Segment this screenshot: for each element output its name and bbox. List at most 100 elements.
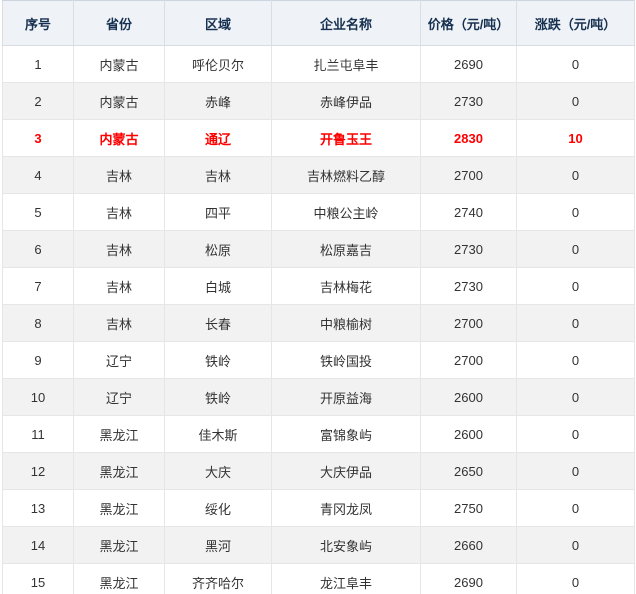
- cell-index: 1: [2, 45, 74, 83]
- cell-index: 6: [2, 230, 74, 268]
- cell-index: 4: [2, 156, 74, 194]
- header-row: 序号 省份 区域 企业名称 价格（元/吨） 涨跌（元/吨）: [2, 0, 635, 46]
- cell-change: 0: [516, 415, 635, 453]
- header-cell-price: 价格（元/吨）: [420, 0, 517, 46]
- cell-price: 2750: [420, 489, 517, 527]
- cell-province: 吉林: [73, 267, 165, 305]
- cell-province: 黑龙江: [73, 489, 165, 527]
- cell-price: 2690: [420, 45, 517, 83]
- cell-index: 12: [2, 452, 74, 490]
- cell-change: 0: [516, 82, 635, 120]
- cell-region: 黑河: [164, 526, 272, 564]
- table-row: 14 黑龙江 黑河 北安象屿 2660 0: [2, 526, 635, 564]
- cell-province: 内蒙古: [73, 119, 165, 157]
- cell-change: 0: [516, 378, 635, 416]
- cell-change: 0: [516, 489, 635, 527]
- table-row: 5 吉林 四平 中粮公主岭 2740 0: [2, 193, 635, 231]
- cell-province: 黑龙江: [73, 415, 165, 453]
- cell-company: 北安象屿: [271, 526, 421, 564]
- cell-province: 辽宁: [73, 341, 165, 379]
- cell-index: 7: [2, 267, 74, 305]
- cell-province: 黑龙江: [73, 452, 165, 490]
- cell-index: 9: [2, 341, 74, 379]
- cell-region: 通辽: [164, 119, 272, 157]
- cell-change: 0: [516, 156, 635, 194]
- cell-province: 黑龙江: [73, 526, 165, 564]
- cell-price: 2730: [420, 230, 517, 268]
- cell-region: 四平: [164, 193, 272, 231]
- cell-company: 吉林燃料乙醇: [271, 156, 421, 194]
- cell-region: 赤峰: [164, 82, 272, 120]
- header-cell-region: 区域: [164, 0, 272, 46]
- cell-price: 2730: [420, 82, 517, 120]
- table-row: 10 辽宁 铁岭 开原益海 2600 0: [2, 378, 635, 416]
- table-row: 11 黑龙江 佳木斯 富锦象屿 2600 0: [2, 415, 635, 453]
- cell-company: 中粮榆树: [271, 304, 421, 342]
- table-row: 4 吉林 吉林 吉林燃料乙醇 2700 0: [2, 156, 635, 194]
- cell-index: 2: [2, 82, 74, 120]
- cell-price: 2730: [420, 267, 517, 305]
- table-row: 12 黑龙江 大庆 大庆伊品 2650 0: [2, 452, 635, 490]
- cell-company: 富锦象屿: [271, 415, 421, 453]
- cell-index: 13: [2, 489, 74, 527]
- cell-change: 0: [516, 526, 635, 564]
- cell-company: 龙江阜丰: [271, 563, 421, 594]
- table-row: 2 内蒙古 赤峰 赤峰伊品 2730 0: [2, 82, 635, 120]
- cell-region: 铁岭: [164, 378, 272, 416]
- cell-province: 吉林: [73, 156, 165, 194]
- cell-province: 内蒙古: [73, 45, 165, 83]
- cell-region: 松原: [164, 230, 272, 268]
- cell-price: 2660: [420, 526, 517, 564]
- table-row: 1 内蒙古 呼伦贝尔 扎兰屯阜丰 2690 0: [2, 45, 635, 83]
- cell-change: 0: [516, 267, 635, 305]
- cell-province: 黑龙江: [73, 563, 165, 594]
- cell-index: 5: [2, 193, 74, 231]
- cell-price: 2700: [420, 341, 517, 379]
- cell-price: 2740: [420, 193, 517, 231]
- table-row: 13 黑龙江 绥化 青冈龙凤 2750 0: [2, 489, 635, 527]
- cell-change: 0: [516, 452, 635, 490]
- cell-region: 呼伦贝尔: [164, 45, 272, 83]
- header-cell-index: 序号: [2, 0, 74, 46]
- cell-region: 齐齐哈尔: [164, 563, 272, 594]
- cell-region: 白城: [164, 267, 272, 305]
- cell-change: 0: [516, 45, 635, 83]
- cell-region: 铁岭: [164, 341, 272, 379]
- table-row: 7 吉林 白城 吉林梅花 2730 0: [2, 267, 635, 305]
- cell-region: 佳木斯: [164, 415, 272, 453]
- cell-price: 2600: [420, 378, 517, 416]
- table-row: 3 内蒙古 通辽 开鲁玉王 2830 10: [2, 119, 635, 157]
- cell-region: 大庆: [164, 452, 272, 490]
- cell-company: 赤峰伊品: [271, 82, 421, 120]
- cell-change: 0: [516, 230, 635, 268]
- cell-company: 开原益海: [271, 378, 421, 416]
- cell-province: 吉林: [73, 304, 165, 342]
- cell-region: 长春: [164, 304, 272, 342]
- cell-change: 10: [516, 119, 635, 157]
- cell-province: 吉林: [73, 193, 165, 231]
- cell-index: 8: [2, 304, 74, 342]
- cell-company: 大庆伊品: [271, 452, 421, 490]
- cell-price: 2600: [420, 415, 517, 453]
- cell-change: 0: [516, 193, 635, 231]
- cell-company: 青冈龙凤: [271, 489, 421, 527]
- table-row: 9 辽宁 铁岭 铁岭国投 2700 0: [2, 341, 635, 379]
- cell-company: 中粮公主岭: [271, 193, 421, 231]
- cell-index: 14: [2, 526, 74, 564]
- cell-province: 吉林: [73, 230, 165, 268]
- cell-company: 松原嘉吉: [271, 230, 421, 268]
- cell-company: 开鲁玉王: [271, 119, 421, 157]
- cell-index: 11: [2, 415, 74, 453]
- table-body: 1 内蒙古 呼伦贝尔 扎兰屯阜丰 2690 0 2 内蒙古 赤峰 赤峰伊品 2730 0 3 内蒙古 通辽开…: [2, 45, 635, 594]
- table-row: 15 黑龙江 齐齐哈尔 龙江阜丰 2690 0: [2, 563, 635, 594]
- header-cell-province: 省份: [73, 0, 165, 46]
- cell-index: 3: [2, 119, 74, 157]
- cell-index: 15: [2, 563, 74, 594]
- cell-region: 绥化: [164, 489, 272, 527]
- cell-company: 吉林梅花: [271, 267, 421, 305]
- header-cell-company: 企业名称: [271, 0, 421, 46]
- header-cell-change: 涨跌（元/吨）: [516, 0, 635, 46]
- cell-price: 2650: [420, 452, 517, 490]
- cell-price: 2830: [420, 119, 517, 157]
